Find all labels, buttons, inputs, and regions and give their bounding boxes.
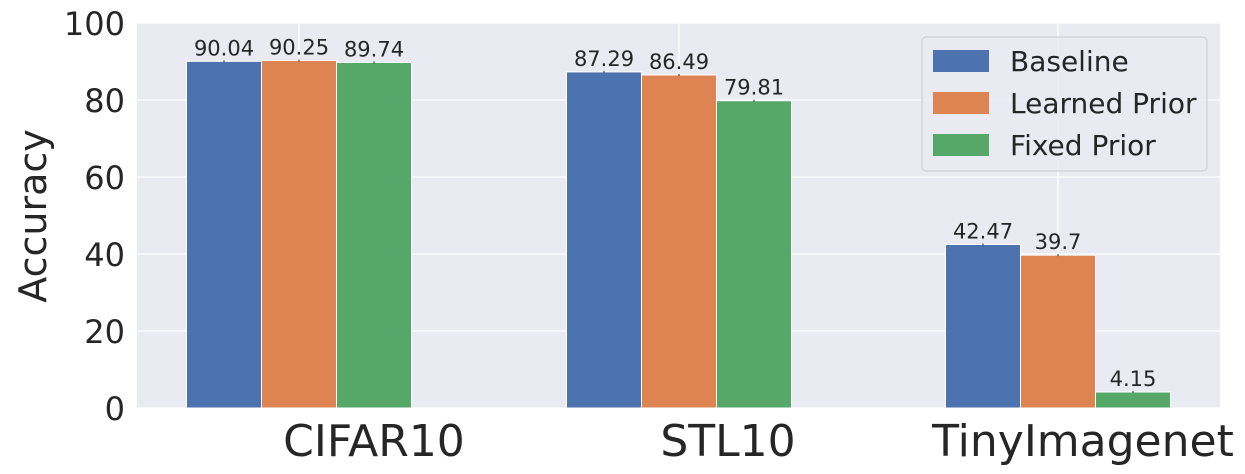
bar-value-label: 79.81 [724,76,784,100]
bar-value-label: 42.47 [953,219,1013,243]
bar-value-label: 87.29 [574,47,634,71]
bar-value-label: 90.25 [269,36,329,60]
y-axis-ticks: 0 20 40 60 80 100 [64,5,125,428]
legend-label: Baseline [1010,45,1129,78]
y-tick-label: 0 [105,390,125,428]
y-tick-label: 40 [84,236,125,274]
value-labels: 90.04 87.29 42.47 90.25 86.49 39.7 89.74 79.81 4… [194,36,1156,391]
legend-label: Fixed Prior [1010,129,1156,162]
bar [1020,254,1096,409]
bar [945,243,1021,409]
y-axis-label: Accuracy [11,129,55,303]
bar-groups [186,59,1171,409]
bar [641,74,717,409]
legend-label: Learned Prior [1010,87,1197,120]
legend-box [921,36,1208,172]
legend-swatch [933,134,989,156]
bar-value-label: 90.04 [194,36,254,60]
bar [716,100,792,409]
x-tick-label: TinyImagenet [931,416,1234,467]
legend-swatch [933,50,989,72]
y-tick-label: 60 [84,159,125,197]
bar [261,60,337,409]
y-tick-label: 100 [64,5,125,43]
bar-value-label: 4.15 [1110,367,1157,391]
x-tick-label: CIFAR10 [283,416,465,467]
y-tick-label: 80 [84,82,125,120]
bar-value-label: 39.7 [1035,230,1082,254]
bar [186,60,262,409]
bar-value-label: 86.49 [649,50,709,74]
legend: Baseline Learned Prior Fixed Prior [921,36,1208,172]
y-tick-label: 20 [84,313,125,351]
bar [336,62,412,409]
x-axis-ticks: CIFAR10 STL10 TinyImagenet [283,416,1234,467]
bar-value-label: 89.74 [344,38,404,62]
legend-swatch [933,92,989,114]
bar [566,71,642,409]
bar [1095,391,1171,409]
x-tick-label: STL10 [660,416,795,467]
